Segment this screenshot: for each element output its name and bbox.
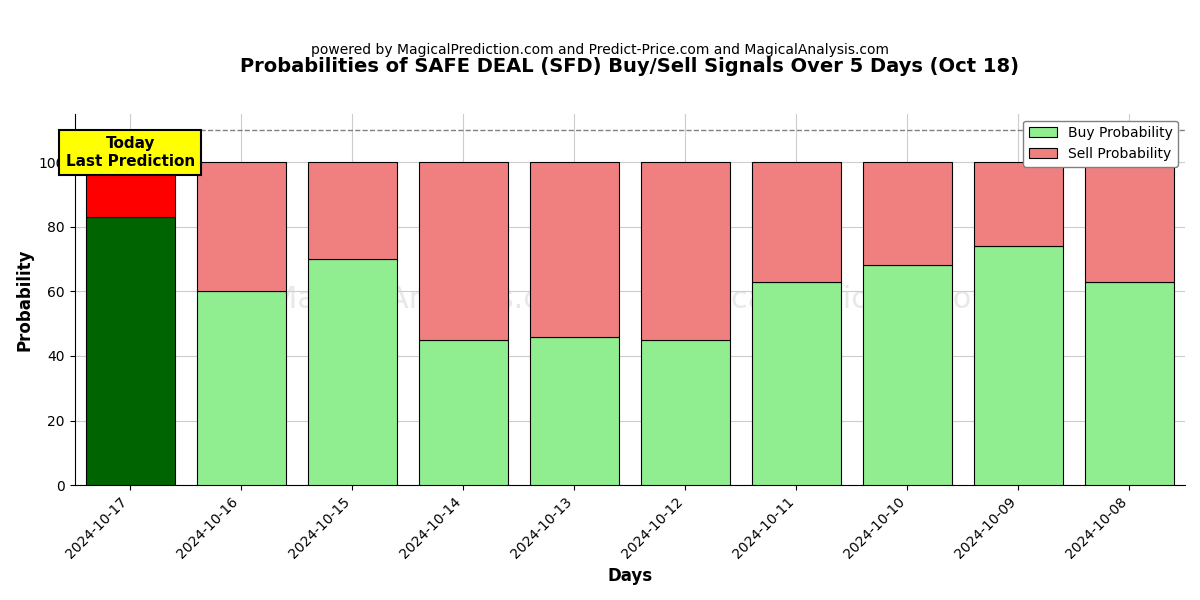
X-axis label: Days: Days xyxy=(607,567,653,585)
Bar xyxy=(85,162,174,217)
Bar xyxy=(974,162,1063,246)
Bar xyxy=(419,162,508,340)
Text: powered by MagicalPrediction.com and Predict-Price.com and MagicalAnalysis.com: powered by MagicalPrediction.com and Pre… xyxy=(311,43,889,57)
Y-axis label: Probability: Probability xyxy=(16,248,34,350)
Bar xyxy=(197,162,286,292)
Bar xyxy=(863,162,952,265)
Bar xyxy=(530,162,619,337)
Bar xyxy=(308,259,397,485)
Bar xyxy=(752,281,841,485)
Title: Probabilities of SAFE DEAL (SFD) Buy/Sell Signals Over 5 Days (Oct 18): Probabilities of SAFE DEAL (SFD) Buy/Sel… xyxy=(240,57,1019,76)
Legend: Buy Probability, Sell Probability: Buy Probability, Sell Probability xyxy=(1024,121,1178,167)
Bar xyxy=(530,337,619,485)
Bar xyxy=(197,292,286,485)
Text: MagicalPrediction.com: MagicalPrediction.com xyxy=(659,285,1001,314)
Bar xyxy=(752,162,841,281)
Bar xyxy=(863,265,952,485)
Bar xyxy=(308,162,397,259)
Bar xyxy=(1085,162,1174,281)
Text: MagicalAnalysis.com: MagicalAnalysis.com xyxy=(271,285,588,314)
Bar xyxy=(641,340,730,485)
Text: Today
Last Prediction: Today Last Prediction xyxy=(66,136,194,169)
Bar xyxy=(85,217,174,485)
Bar xyxy=(974,246,1063,485)
Bar xyxy=(641,162,730,340)
Bar xyxy=(1085,281,1174,485)
Bar xyxy=(419,340,508,485)
